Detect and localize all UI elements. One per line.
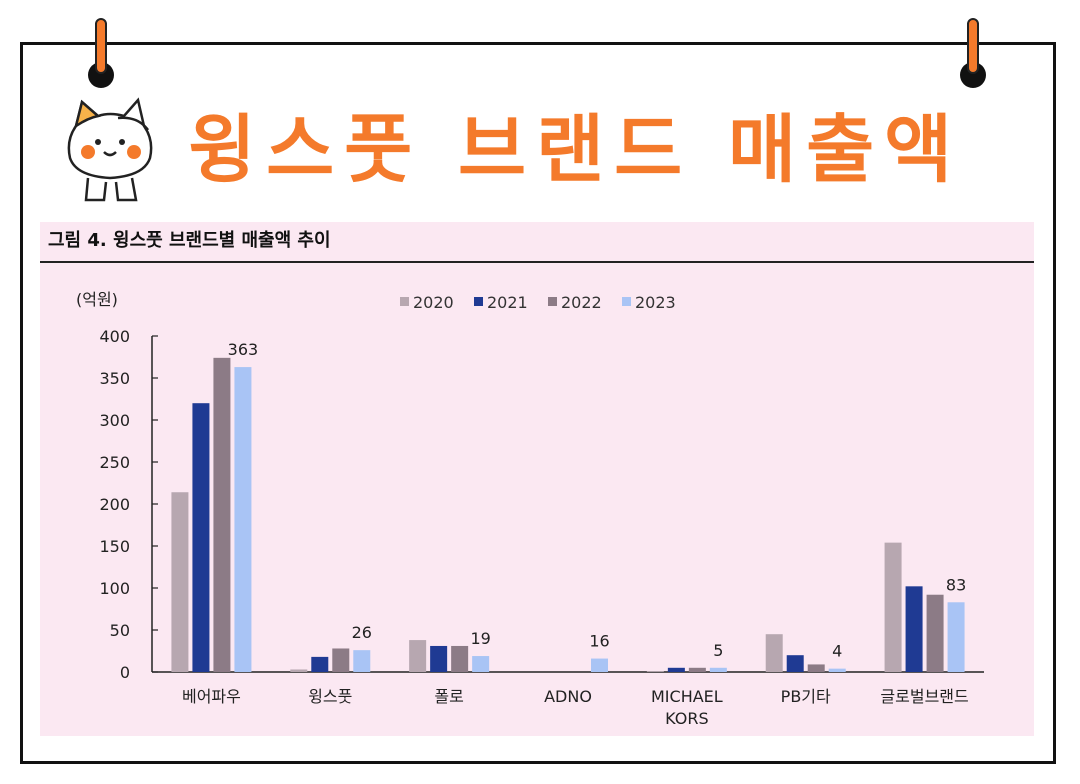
legend-swatch <box>474 297 483 306</box>
x-tick-label: PB기타 <box>781 687 831 706</box>
data-label: 26 <box>352 623 372 642</box>
bar-2021 <box>905 586 923 672</box>
data-label: 363 <box>228 340 259 359</box>
legend-label: 2022 <box>561 293 602 312</box>
bar-2021 <box>311 656 329 672</box>
x-tick-label: 폴로 <box>434 687 463 706</box>
legend-label: 2023 <box>635 293 676 312</box>
ring-tab <box>95 18 107 74</box>
data-label: 4 <box>832 642 842 661</box>
binder-ring-left <box>84 18 118 88</box>
data-label: 19 <box>470 629 490 648</box>
bar-2023 <box>709 667 727 672</box>
bar-2022 <box>807 664 825 672</box>
bar-2020 <box>646 671 664 672</box>
bar-2020 <box>171 492 189 672</box>
bar-2020 <box>765 634 783 672</box>
bar-2021 <box>192 403 210 672</box>
cat-mascot-icon <box>67 97 153 202</box>
x-tick-label: 윙스풋 <box>308 687 352 706</box>
bar-2023 <box>472 656 490 672</box>
x-tick-label: 베어파우 <box>182 687 241 706</box>
x-tick-label: ADNO <box>544 687 592 706</box>
x-tick-label: MICHAEL <box>651 687 723 706</box>
y-tick-label: 100 <box>99 579 130 598</box>
bar-2021 <box>667 667 685 672</box>
data-label: 5 <box>713 641 723 660</box>
y-tick-label: 250 <box>99 453 130 472</box>
y-tick-label: 200 <box>99 495 130 514</box>
data-label: 16 <box>589 632 609 651</box>
y-axis-unit: (억원) <box>76 290 118 309</box>
bar-2022 <box>332 648 350 672</box>
y-tick-label: 400 <box>99 327 130 346</box>
legend-swatch <box>400 297 409 306</box>
y-tick-label: 300 <box>99 411 130 430</box>
bar-2023 <box>828 668 846 672</box>
bar-chart: 0 50 100 150 200 250 300 350 400 2020 2021 2022 2023… <box>99 293 984 728</box>
y-tick-label: 350 <box>99 369 130 388</box>
bar-2020 <box>884 542 902 672</box>
binder-ring-right <box>956 18 990 88</box>
legend-swatch <box>622 297 631 306</box>
legend-label: 2021 <box>487 293 528 312</box>
bar-2021 <box>430 645 448 672</box>
legend-label: 2020 <box>413 293 454 312</box>
bar-2022 <box>688 667 706 672</box>
chart-title: 그림 4. 윙스풋 브랜드별 매출액 추이 <box>48 230 331 251</box>
y-tick-label: 150 <box>99 537 130 556</box>
bar-2023 <box>591 658 608 672</box>
x-tick-label: 글로벌브랜드 <box>880 687 968 706</box>
bar-2020 <box>409 640 427 672</box>
y-tick-label: 50 <box>110 621 130 640</box>
bar-2023 <box>234 367 252 672</box>
x-tick-label: KORS <box>665 709 708 728</box>
bar-2023 <box>947 602 965 672</box>
bar-2020 <box>290 669 308 672</box>
y-tick-label: 0 <box>120 663 130 682</box>
bar-2022 <box>451 645 469 672</box>
legend-swatch <box>548 297 557 306</box>
bar-2022 <box>926 594 944 672</box>
ring-tab <box>967 18 979 74</box>
page-headline: 윙스풋 브랜드 매출액 <box>188 107 963 193</box>
bar-2021 <box>786 655 804 672</box>
bar-2023 <box>353 650 371 672</box>
data-label: 83 <box>946 575 966 594</box>
bar-2022 <box>213 357 231 672</box>
title-divider <box>40 261 1034 263</box>
